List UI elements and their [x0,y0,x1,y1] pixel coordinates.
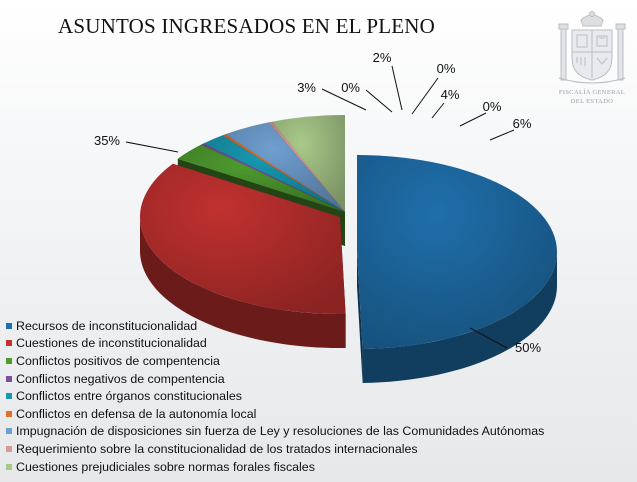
legend-item: Cuestiones de inconstitucionalidad [6,335,544,353]
coat-of-arms-icon: FISCALÍA GENERAL DEL ESTADO [558,11,626,105]
legend-swatch [6,410,12,417]
legend-swatch [6,393,12,400]
pie-slice-1 [357,155,557,383]
legend-item: Cuestiones prejudiciales sobre normas fo… [6,458,544,476]
legend-label: Conflictos negativos de compentencia [16,371,225,386]
legend-swatch [6,428,12,435]
data-label-3: 3% [297,80,316,95]
leader-line-8 [459,112,487,127]
data-label-6: 0% [437,61,456,76]
legend-item: Impugnación de disposiciones sin fuerza … [6,423,544,441]
legend-item: Conflictos en defensa de la autonomía lo… [6,405,544,423]
data-label-9: 6% [513,116,532,131]
leader-line-3 [321,88,367,111]
data-label-1: 50% [515,340,541,355]
leader-line-1 [469,327,508,349]
data-label-4: 0% [341,80,360,95]
legend-swatch [6,322,12,329]
leader-line-7 [431,102,445,119]
leader-line-9 [489,129,515,141]
seal-line-2: DEL ESTADO [571,98,613,105]
data-label-2: 35% [94,133,120,148]
legend-label: Cuestiones de inconstitucionalidad [16,336,207,351]
legend-swatch [6,445,12,452]
chart-title: ASUNTOS INGRESADOS EN EL PLENO [58,14,436,38]
legend-item: Conflictos positivos de compentencia [6,352,544,370]
legend-item: Conflictos entre órganos constitucionale… [6,387,544,405]
pie-slice-2 [140,163,346,348]
legend-label: Cuestiones prejudiciales sobre normas fo… [16,459,315,474]
legend-swatch [6,463,12,470]
leader-line-4 [365,89,393,113]
legend-item: Requerimiento sobre la constitucionalida… [6,440,544,458]
legend-label: Conflictos en defensa de la autonomía lo… [16,406,257,421]
data-label-5: 2% [373,50,392,65]
legend-swatch [6,340,12,347]
legend-label: Recursos de inconstitucionalidad [16,318,198,333]
leader-line-2 [125,141,179,153]
leader-line-6 [411,77,439,115]
legend: Recursos de inconstitucionalidad Cuestion… [6,317,544,475]
leader-line-5 [391,65,403,111]
legend-swatch [6,375,12,382]
legend-label: Conflictos positivos de compentencia [16,353,220,368]
legend-item: Conflictos negativos de compentencia [6,370,544,388]
data-label-7: 4% [441,87,460,102]
legend-label: Conflictos entre órganos constitucionale… [16,389,242,404]
data-label-8: 0% [483,99,502,114]
legend-swatch [6,357,12,364]
legend-label: Impugnación de disposiciones sin fuerza … [16,424,545,439]
legend-label: Requerimiento sobre la constitucionalida… [16,441,418,456]
seal-line-1: FISCALÍA GENERAL [559,88,625,96]
legend-item: Recursos de inconstitucionalidad [6,317,544,335]
